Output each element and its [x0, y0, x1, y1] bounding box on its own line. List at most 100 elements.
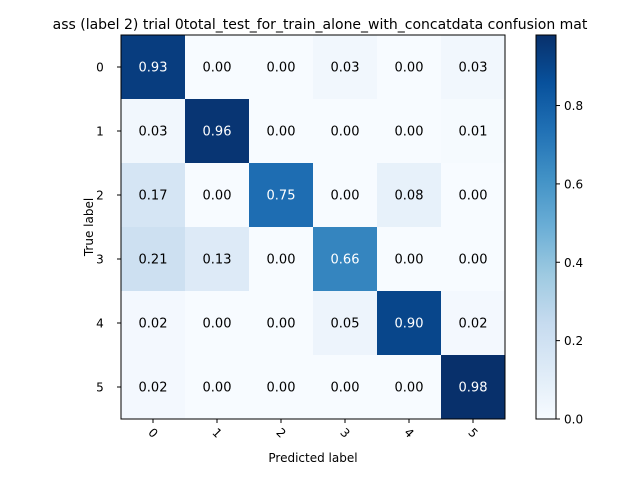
- heatmap-cell: [121, 291, 186, 356]
- heatmap-cell: [249, 35, 314, 100]
- heatmap-cell: [249, 99, 314, 164]
- cell-value-label: 0.90: [395, 317, 424, 332]
- heatmap-cell: [185, 291, 250, 356]
- heatmap-cell: [313, 355, 378, 420]
- cell-value-label: 0.17: [139, 189, 168, 204]
- colorbar-tick-label: 0.0: [564, 413, 583, 427]
- cell-value-label: 0.00: [459, 253, 488, 268]
- cell-value-label: 0.00: [267, 125, 296, 140]
- y-axis-label: True label: [82, 198, 96, 257]
- y-axis-ticks: 0 1 2 3 4 5: [96, 61, 121, 395]
- heatmap-cell: [441, 35, 506, 100]
- heatmap-cell: [313, 99, 378, 164]
- heatmap-cell: [441, 163, 506, 228]
- heatmap-cell: [185, 355, 250, 420]
- colorbar-tick-label: 0.4: [564, 256, 583, 270]
- x-tick-label: 3: [337, 425, 352, 440]
- cell-value-label: 0.00: [203, 61, 232, 76]
- cell-value-label: 0.01: [459, 125, 488, 140]
- y-tick-label: 2: [96, 189, 104, 203]
- cell-value-label: 0.00: [267, 317, 296, 332]
- cell-value-label: 0.93: [139, 61, 168, 76]
- heatmap-cell: [313, 35, 378, 100]
- heatmap-cell: [313, 163, 378, 228]
- heatmap-cell: [441, 99, 506, 164]
- cell-value-label: 0.03: [139, 125, 168, 140]
- heatmap-cell-labels: 0.93 0.00 0.00 0.03 0.00 0.03 0.03 0.96 0.00 0.00…: [139, 61, 488, 396]
- heatmap-cell: [121, 355, 186, 420]
- x-tick-label: 2: [273, 425, 288, 440]
- cell-value-label: 0.05: [331, 317, 360, 332]
- cell-value-label: 0.02: [139, 381, 168, 396]
- heatmap-cell: [377, 355, 442, 420]
- x-tick-label: 0: [145, 425, 160, 440]
- cell-value-label: 0.02: [139, 317, 168, 332]
- cell-value-label: 0.00: [395, 61, 424, 76]
- cell-value-label: 0.21: [139, 253, 168, 268]
- cell-value-label: 0.00: [331, 381, 360, 396]
- colorbar-ticks: 0.0 0.2 0.4 0.6 0.8: [556, 99, 583, 427]
- cell-value-label: 0.00: [203, 381, 232, 396]
- colorbar: [535, 34, 557, 420]
- x-axis-ticks: 0 1 2 3 4 5: [145, 419, 481, 441]
- cell-value-label: 0.00: [203, 189, 232, 204]
- colorbar-tick-label: 0.8: [564, 99, 583, 113]
- y-tick-label: 1: [96, 125, 104, 139]
- cell-value-label: 0.02: [459, 317, 488, 332]
- cell-value-label: 0.00: [267, 253, 296, 268]
- heatmap-cell: [121, 227, 186, 292]
- heatmap-cells: [121, 35, 506, 420]
- colorbar-tick-label: 0.2: [564, 334, 583, 348]
- cell-value-label: 0.00: [267, 381, 296, 396]
- heatmap-cell: [377, 99, 442, 164]
- heatmap-cell: [377, 291, 442, 356]
- heatmap-cell: [121, 163, 186, 228]
- cell-value-label: 0.00: [395, 125, 424, 140]
- plot-frame: [120, 34, 506, 420]
- cell-value-label: 0.13: [203, 253, 232, 268]
- cell-value-label: 0.08: [395, 189, 424, 204]
- heatmap-cell: [121, 99, 186, 164]
- heatmap-cell: [377, 35, 442, 100]
- cell-value-label: 0.00: [459, 189, 488, 204]
- cell-value-label: 0.75: [267, 189, 296, 204]
- colorbar-tick-label: 0.6: [564, 177, 583, 191]
- x-tick-label: 5: [465, 425, 480, 440]
- cell-value-label: 0.00: [331, 125, 360, 140]
- cell-value-label: 0.00: [267, 61, 296, 76]
- y-tick-label: 3: [96, 253, 104, 267]
- cell-value-label: 0.96: [203, 125, 232, 140]
- cell-value-label: 0.03: [459, 61, 488, 76]
- heatmap-cell: [121, 35, 186, 100]
- heatmap-cell: [441, 227, 506, 292]
- heatmap-cell: [185, 227, 250, 292]
- heatmap-cell: [249, 227, 314, 292]
- x-axis-label: Predicted label: [268, 451, 357, 465]
- heatmap-cell: [441, 355, 506, 420]
- y-tick-label: 0: [96, 61, 104, 75]
- cell-value-label: 0.03: [331, 61, 360, 76]
- y-tick-label: 5: [96, 381, 104, 395]
- chart-title: ass (label 2) trial 0total_test_for_trai…: [53, 17, 588, 33]
- heatmap-cell: [249, 163, 314, 228]
- heatmap-cell: [249, 355, 314, 420]
- cell-value-label: 0.00: [395, 253, 424, 268]
- heatmap-cell: [249, 291, 314, 356]
- cell-value-label: 0.00: [331, 189, 360, 204]
- cell-value-label: 0.98: [459, 381, 488, 396]
- y-tick-label: 4: [96, 317, 104, 331]
- x-tick-label: 1: [209, 425, 224, 440]
- heatmap-cell: [377, 227, 442, 292]
- cell-value-label: 0.00: [395, 381, 424, 396]
- heatmap-cell: [313, 227, 378, 292]
- heatmap-cell: [441, 291, 506, 356]
- heatmap-cell: [313, 291, 378, 356]
- cell-value-label: 0.66: [331, 253, 360, 268]
- heatmap-cell: [185, 99, 250, 164]
- heatmap-cell: [185, 163, 250, 228]
- heatmap-cell: [377, 163, 442, 228]
- cell-value-label: 0.00: [203, 317, 232, 332]
- heatmap-cell: [185, 35, 250, 100]
- x-tick-label: 4: [401, 425, 416, 440]
